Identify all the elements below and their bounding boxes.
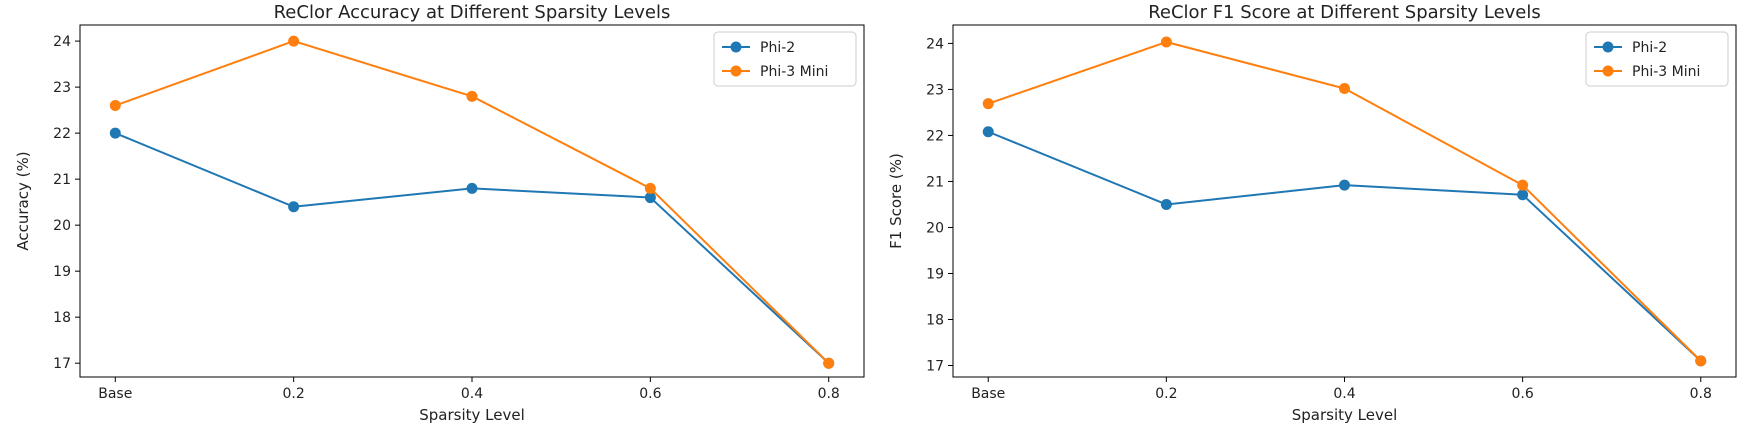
data-point-phi-2 [1339,179,1350,191]
data-point-phi-2 [466,182,478,194]
data-point-phi-3-mini [1517,179,1529,191]
y-tick-label: 22 [926,128,944,144]
chart-2: ReClor F1 Score at Different Sparsity Le… [887,2,1737,424]
legend-marker [730,41,742,53]
x-tick-label: 0.2 [283,386,305,402]
y-tick-label: 18 [926,312,944,328]
y-tick-label: 24 [53,34,71,50]
data-point-phi-2 [982,126,994,138]
y-tick-label: 20 [53,218,71,234]
data-point-phi-2 [288,201,300,213]
x-tick-label: Base [98,386,132,402]
x-tick-label: 0.6 [639,386,661,402]
legend-label: Phi-3 Mini [760,64,828,80]
y-tick-label: 19 [53,264,71,280]
data-point-phi-3-mini [109,100,121,112]
legend-marker [730,65,742,77]
y-tick-label: 18 [53,310,71,326]
data-point-phi-2 [109,127,121,139]
x-tick-label: 0.4 [1333,386,1355,402]
x-axis-label: Sparsity Level [419,406,525,424]
data-point-phi-3-mini [466,90,478,102]
y-tick-label: 24 [926,36,944,52]
chart-1: ReClor Accuracy at Different Sparsity Le… [14,2,865,424]
series-line-phi-2 [114,132,830,364]
data-point-phi-3-mini [288,35,300,47]
legend-box [713,31,857,87]
series-line-phi-2 [987,130,1702,362]
x-tick-label: 0.6 [1511,386,1533,402]
y-tick-label: 23 [926,82,944,98]
data-point-phi-3-mini [644,182,656,194]
y-tick-label: 21 [53,172,71,188]
data-point-phi-3-mini [1160,36,1172,48]
legend-label: Phi-2 [760,40,795,56]
legend: Phi-2 Phi-3 Mini [713,31,857,87]
x-tick-label: 0.8 [818,386,840,402]
data-point-phi-2 [644,192,656,204]
y-tick-label: 17 [53,356,71,372]
x-axis-label: Sparsity Level [1292,406,1398,424]
x-tick-label: Base [971,386,1005,402]
x-tick-label: 0.2 [1155,386,1177,402]
y-tick-label: 20 [926,220,944,236]
y-tick-label: 21 [926,174,944,190]
data-point-phi-3-mini [1339,82,1350,94]
x-tick-label: 0.4 [461,386,483,402]
chart-title: ReClor Accuracy at Different Sparsity Le… [274,2,671,23]
legend-label: Phi-3 Mini [1632,64,1700,80]
y-tick-label: 22 [53,126,71,142]
data-point-phi-3-mini [823,357,835,369]
y-axis-label: Accuracy (%) [14,151,32,250]
data-point-phi-3-mini [982,98,994,110]
legend-box [1585,31,1729,87]
data-point-phi-3-mini [1695,355,1707,367]
y-tick-label: 23 [53,80,71,96]
y-tick-label: 17 [926,358,944,374]
data-point-phi-2 [1160,198,1172,210]
legend-marker [1602,41,1614,53]
chart-title: ReClor F1 Score at Different Sparsity Le… [1148,2,1541,23]
legend-marker [1602,65,1614,77]
data-point-phi-2 [1517,189,1529,201]
x-tick-label: 0.8 [1690,386,1712,402]
series-line-phi-3-mini [114,40,830,364]
legend: Phi-2 Phi-3 Mini [1585,31,1729,87]
y-axis-label: F1 Score (%) [887,153,905,249]
y-tick-label: 19 [926,266,944,282]
legend-label: Phi-2 [1632,40,1667,56]
